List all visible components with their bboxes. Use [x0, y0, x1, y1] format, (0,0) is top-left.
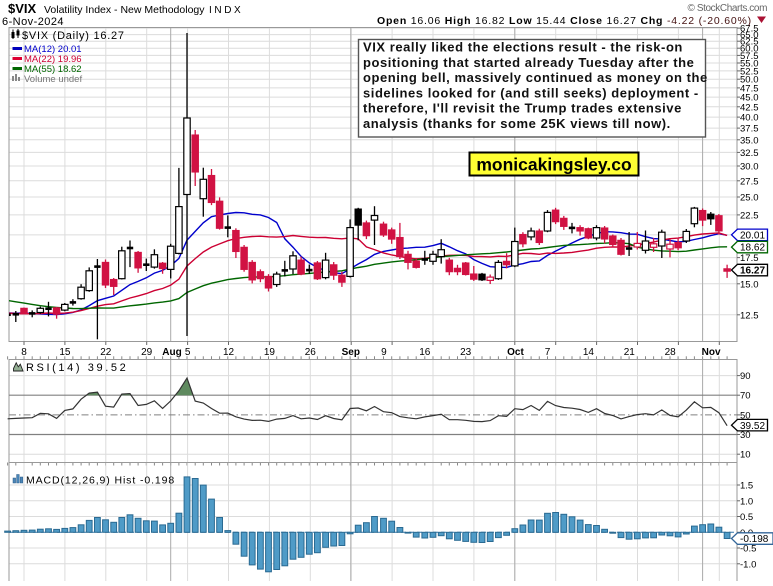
svg-text:67.5: 67.5: [740, 24, 759, 35]
svg-text:Volatility Index - New Methodo: Volatility Index - New Methodology: [44, 4, 205, 16]
svg-text:57.5: 57.5: [740, 51, 759, 62]
svg-text:60.0: 60.0: [740, 44, 759, 55]
svg-text:47.5: 47.5: [740, 83, 759, 94]
svg-text:10: 10: [740, 450, 751, 461]
svg-text:-1.0: -1.0: [740, 559, 756, 570]
svg-text:analysis (thanks for some 25K: analysis (thanks for some 25K views till…: [363, 116, 671, 131]
svg-text:MA(12) 20.01: MA(12) 20.01: [24, 44, 82, 55]
svg-text:18.62: 18.62: [740, 243, 765, 254]
svg-text:28: 28: [665, 347, 677, 358]
svg-text:monicakingsley.co: monicakingsley.co: [476, 155, 631, 175]
svg-text:9: 9: [381, 347, 387, 358]
svg-text:INDX: INDX: [209, 5, 243, 16]
svg-text:0.5: 0.5: [740, 512, 753, 523]
svg-text:opening bell, massively contin: opening bell, massively continued as mon…: [363, 70, 708, 85]
svg-text:19: 19: [264, 347, 276, 358]
svg-text:16.27: 16.27: [740, 266, 765, 277]
svg-text:Volume undef: Volume undef: [24, 74, 82, 85]
svg-text:32.5: 32.5: [740, 148, 759, 159]
svg-text:5: 5: [185, 347, 191, 358]
svg-text:Nov: Nov: [702, 347, 721, 358]
svg-text:21: 21: [624, 347, 636, 358]
svg-text:45.0: 45.0: [740, 93, 759, 104]
svg-text:$VIX: $VIX: [8, 1, 37, 16]
svg-text:-0.5: -0.5: [740, 544, 756, 555]
svg-text:17.5: 17.5: [740, 253, 759, 264]
svg-text:14: 14: [583, 347, 595, 358]
svg-text:positioning that started alrea: positioning that started already Tuesday…: [363, 55, 694, 70]
svg-text:$VIX (Daily) 16.27: $VIX (Daily) 16.27: [22, 30, 125, 42]
svg-text:50.0: 50.0: [740, 75, 759, 86]
svg-text:52.5: 52.5: [740, 66, 759, 77]
svg-text:RSI(14) 39.52: RSI(14) 39.52: [26, 362, 128, 374]
svg-text:30: 30: [740, 430, 751, 441]
svg-text:50: 50: [740, 410, 751, 421]
svg-text:26: 26: [305, 347, 317, 358]
svg-text:-0.198: -0.198: [740, 534, 769, 545]
svg-text:MA(22) 19.96: MA(22) 19.96: [24, 54, 82, 65]
svg-text:37.5: 37.5: [740, 124, 759, 135]
svg-text:20.01: 20.01: [740, 230, 765, 241]
svg-text:16: 16: [419, 347, 431, 358]
svg-text:MACD(12,26,9) Hist -0.198: MACD(12,26,9) Hist -0.198: [26, 475, 175, 487]
svg-text:© StockCharts.com: © StockCharts.com: [688, 3, 768, 14]
svg-text:8: 8: [21, 347, 27, 358]
svg-text:Oct: Oct: [507, 347, 524, 358]
svg-text:Aug: Aug: [162, 347, 181, 358]
svg-text:Open 16.06 High 16.82 Low 15.4: Open 16.06 High 16.82 Low 15.44 Close 16…: [377, 15, 752, 27]
svg-text:90: 90: [740, 371, 751, 382]
svg-text:29: 29: [141, 347, 153, 358]
svg-text:30.0: 30.0: [740, 162, 759, 173]
svg-text:1.5: 1.5: [740, 481, 753, 492]
svg-text:25.0: 25.0: [740, 193, 759, 204]
svg-text:35.0: 35.0: [740, 135, 759, 146]
svg-text:1.0: 1.0: [740, 496, 753, 507]
svg-text:22.5: 22.5: [740, 210, 759, 221]
svg-text:MA(55) 18.62: MA(55) 18.62: [24, 64, 82, 75]
svg-text:6-Nov-2024: 6-Nov-2024: [2, 16, 64, 28]
svg-text:Sep: Sep: [342, 347, 360, 358]
svg-text:70: 70: [740, 391, 751, 402]
svg-text:therefore, I'll revisit the Tr: therefore, I'll revisit the Trump trades…: [363, 101, 682, 116]
svg-text:15: 15: [59, 347, 71, 358]
svg-text:12: 12: [223, 347, 235, 358]
svg-text:55.0: 55.0: [740, 59, 759, 70]
svg-text:39.52: 39.52: [740, 421, 765, 432]
svg-text:27.5: 27.5: [740, 176, 759, 187]
svg-text:VIX really liked the elections: VIX really liked the elections result - …: [363, 40, 683, 55]
svg-text:15.0: 15.0: [740, 279, 759, 290]
svg-text:62.5: 62.5: [740, 37, 759, 48]
svg-text:7: 7: [545, 347, 551, 358]
svg-text:22: 22: [100, 347, 112, 358]
svg-text:23: 23: [460, 347, 472, 358]
svg-text:12.5: 12.5: [740, 310, 759, 321]
svg-text:42.5: 42.5: [740, 102, 759, 113]
svg-text:65.0: 65.0: [740, 30, 759, 41]
svg-text:sidelines looked for (and stil: sidelines looked for (and still seeks) d…: [363, 85, 699, 100]
svg-text:40.0: 40.0: [740, 113, 759, 124]
